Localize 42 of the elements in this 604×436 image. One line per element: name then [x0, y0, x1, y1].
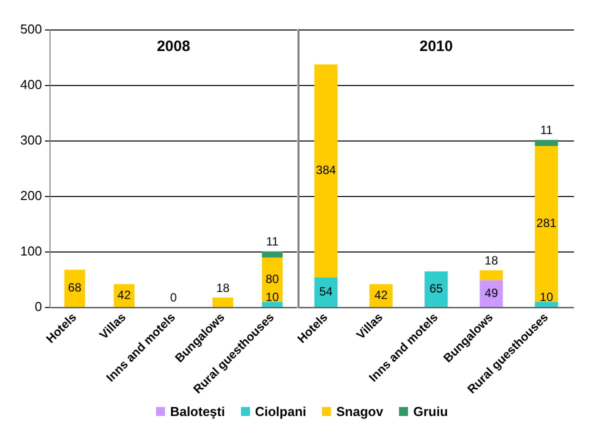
- bar: [212, 297, 234, 307]
- legend-label: Baloteşti: [170, 404, 225, 419]
- bar: [262, 251, 283, 258]
- y-tick-label: 300: [20, 132, 42, 148]
- data-label: 18: [484, 254, 498, 268]
- data-label: 54: [319, 284, 333, 299]
- bar: [424, 271, 448, 307]
- data-label: 11: [266, 234, 279, 249]
- data-label: 10: [266, 290, 280, 304]
- legend-label: Snagov: [336, 404, 384, 419]
- bar: [314, 64, 338, 278]
- data-label: 42: [374, 288, 388, 302]
- y-tick-label: 500: [20, 22, 42, 37]
- bar: [314, 277, 338, 307]
- data-label: 281: [536, 216, 557, 230]
- y-tick-label: 100: [20, 244, 42, 259]
- y-tick-label: 400: [20, 77, 42, 92]
- bar: [369, 284, 393, 307]
- data-label: 384: [316, 163, 336, 178]
- data-label: 0: [170, 290, 178, 305]
- data-label: 42: [117, 288, 132, 302]
- bar: [64, 270, 86, 307]
- bar: [534, 302, 558, 307]
- data-label: 68: [68, 280, 82, 295]
- bar: [114, 284, 134, 307]
- data-label: 65: [430, 281, 444, 296]
- bar: [480, 270, 503, 280]
- data-label: 18: [216, 280, 230, 295]
- bar: [480, 280, 503, 307]
- legend-label: Ciolpani: [254, 404, 306, 419]
- bar: [262, 302, 283, 307]
- y-tick-label: 0: [34, 299, 42, 314]
- text: 2010: [419, 38, 453, 55]
- data-label: 49: [484, 286, 498, 300]
- bar: [534, 146, 558, 302]
- data-label: 11: [540, 123, 553, 138]
- data-label: 80: [266, 272, 280, 286]
- bar: [534, 140, 558, 146]
- legend-label: Gruiu: [413, 404, 448, 419]
- data-label: 10: [540, 290, 554, 304]
- y-tick-label: 200: [20, 188, 42, 204]
- text: 2008: [156, 38, 190, 55]
